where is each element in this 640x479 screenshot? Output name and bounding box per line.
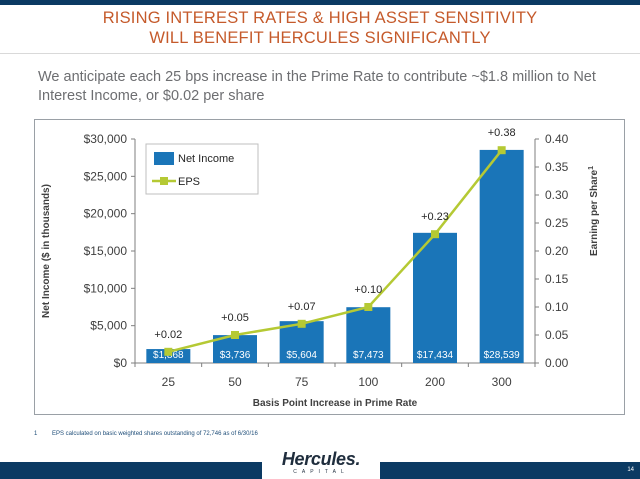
y2-tick-label: 0.05	[545, 328, 569, 342]
x-axis-title: Basis Point Increase in Prime Rate	[253, 398, 418, 409]
eps-marker	[297, 319, 306, 328]
y2-tick-label: 0.15	[545, 272, 569, 286]
x-tick-label: 75	[295, 375, 309, 389]
x-tick-label: 200	[425, 375, 445, 389]
y-tick-label: $20,000	[84, 207, 128, 221]
eps-marker	[431, 230, 439, 239]
legend-net-income-label: Net Income	[178, 153, 234, 165]
net-income-bar-label: $7,473	[353, 350, 384, 361]
hercules-logo: Hercules. CAPITAL	[262, 448, 380, 479]
y2-tick-label: 0.35	[545, 160, 569, 174]
y-tick-label: $10,000	[84, 281, 128, 295]
x-tick-label: 100	[358, 375, 378, 389]
y2-axis-title-superscript: 1	[588, 166, 595, 170]
logo-subtitle: CAPITAL	[293, 469, 349, 475]
y2-tick-label: 0.30	[545, 188, 569, 202]
eps-line	[168, 149, 503, 354]
y-tick-label: $25,000	[84, 169, 128, 183]
title-divider	[0, 53, 640, 54]
chart-panel: $0 $5,000 $10,000 $15,000 $20,000 $25,000 $30,…	[34, 119, 625, 415]
y-tick-label: $15,000	[84, 244, 128, 258]
eps-data-label: +0.38	[488, 127, 516, 139]
legend-box	[145, 143, 259, 195]
eps-marker	[364, 303, 373, 311]
y2-axis-title: Earning per Share1	[588, 166, 600, 256]
eps-data-label: +0.05	[221, 312, 249, 324]
net-income-bar	[346, 307, 391, 363]
y2-tick-label: 0.40	[545, 132, 569, 146]
title-line-1: RISING INTEREST RATES & HIGH ASSET SENSI…	[102, 9, 538, 27]
eps-marker	[164, 347, 173, 356]
page-number: 14	[627, 467, 634, 473]
y2-tick-label: 0.25	[545, 216, 569, 230]
subtitle: We anticipate each 25 bps increase in th…	[38, 69, 596, 104]
net-income-bar	[479, 149, 524, 363]
eps-data-label: +0.10	[354, 284, 382, 296]
y2-tick-label: 0.10	[545, 300, 569, 314]
net-income-bar-label: $28,539	[484, 350, 521, 361]
y-tick-label: $0	[114, 356, 128, 370]
logo-wordmark: Hercules.	[281, 449, 361, 469]
net-income-bar	[279, 321, 324, 363]
net-income-bar-label: $5,604	[286, 350, 317, 361]
x-tick-label: 25	[162, 375, 176, 389]
y2-tick-label: 0.00	[545, 356, 569, 370]
footnote-text: EPS calculated on basic weighted shares …	[52, 431, 258, 437]
y2-tick-label: 0.20	[545, 244, 569, 258]
eps-marker	[231, 331, 239, 339]
eps-data-label: +0.02	[154, 329, 182, 341]
eps-marker	[497, 146, 506, 155]
x-tick-label: 300	[492, 375, 512, 389]
net-income-bar	[146, 349, 191, 363]
net-income-eps-chart: $0 $5,000 $10,000 $15,000 $20,000 $25,000 $30,…	[41, 127, 600, 409]
page-title: RISING INTEREST RATES & HIGH ASSET SENSI…	[0, 8, 640, 48]
net-income-bar-label: $17,434	[417, 350, 454, 361]
y-axis-title: Net Income ($ in thousands)	[41, 184, 52, 318]
footnote: 1 EPS calculated on basic weighted shares…	[34, 430, 594, 438]
eps-data-label: +0.23	[421, 211, 449, 223]
y-tick-label: $5,000	[90, 319, 127, 333]
legend-eps-label: EPS	[178, 176, 200, 188]
footnote-number: 1	[34, 431, 38, 437]
net-income-bar-label: $3,736	[220, 350, 251, 361]
net-income-bar	[413, 232, 457, 363]
legend-net-income-swatch	[154, 152, 174, 165]
top-rule	[0, 0, 640, 5]
legend-eps-marker	[160, 177, 168, 185]
title-line-2: WILL BENEFIT HERCULES SIGNIFICANTLY	[149, 29, 491, 47]
y-tick-label: $30,000	[84, 132, 128, 146]
x-tick-label: 50	[228, 375, 242, 389]
eps-data-label: +0.07	[288, 301, 316, 313]
